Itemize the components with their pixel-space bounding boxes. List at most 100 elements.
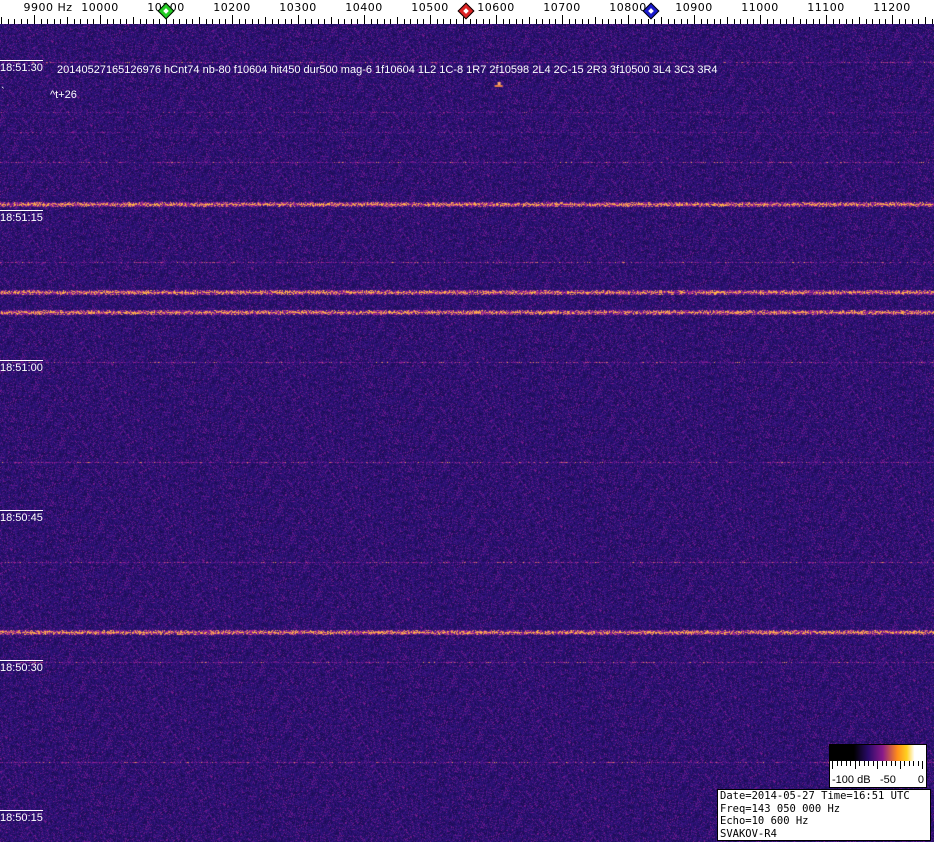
frequency-tick xyxy=(470,19,471,24)
frequency-label: 11000 xyxy=(741,1,779,14)
frequency-tick xyxy=(100,15,101,24)
info-box: Date=2014-05-27 Time=16:51 UTC Freq=143 … xyxy=(717,789,931,841)
frequency-tick xyxy=(311,19,312,24)
frequency-tick xyxy=(390,19,391,24)
frequency-tick xyxy=(747,19,748,24)
frequency-tick xyxy=(925,17,926,24)
frequency-label: 11100 xyxy=(807,1,845,14)
frequency-tick xyxy=(727,17,728,24)
frequency-marker[interactable] xyxy=(457,2,475,20)
frequency-tick xyxy=(555,19,556,24)
colorbar-tick xyxy=(899,761,901,769)
frequency-tick xyxy=(819,19,820,24)
colorbar-gradient xyxy=(830,745,926,761)
frequency-tick xyxy=(635,19,636,24)
frequency-label: 10000 xyxy=(81,1,119,14)
frequency-tick xyxy=(318,19,319,24)
frequency-tick xyxy=(371,19,372,24)
frequency-tick xyxy=(932,19,933,24)
colorbar-tick xyxy=(868,761,869,766)
frequency-tick xyxy=(67,17,68,24)
colorbar-tick xyxy=(917,761,919,766)
frequency-tick xyxy=(285,19,286,24)
frequency-tick xyxy=(212,19,213,24)
frequency-tick xyxy=(80,19,81,24)
frequency-tick xyxy=(885,19,886,24)
frequency-tick xyxy=(384,19,385,24)
colorbar-tick xyxy=(845,761,847,766)
date-time: Date=2014-05-27 Time=16:51 UTC xyxy=(720,790,910,802)
colorbar-tick xyxy=(877,761,878,769)
frequency-tick xyxy=(14,19,15,24)
frequency-tick xyxy=(793,17,794,24)
frequency-tick xyxy=(661,17,662,24)
frequency-tick xyxy=(575,19,576,24)
colorbar-tick xyxy=(832,761,833,769)
frequency-tick xyxy=(120,19,121,24)
frequency-tick xyxy=(351,19,352,24)
frequency-tick xyxy=(569,19,570,24)
frequency-tick xyxy=(206,19,207,24)
frequency-tick xyxy=(740,19,741,24)
frequency-tick xyxy=(423,19,424,24)
frequency-tick xyxy=(628,15,629,24)
waterfall-spectrogram xyxy=(0,24,934,842)
frequency-tick xyxy=(265,17,266,24)
frequency-tick xyxy=(219,19,220,24)
frequency-tick xyxy=(714,19,715,24)
time-label: 18:51:30 xyxy=(0,60,43,74)
frequency-tick xyxy=(199,17,200,24)
frequency-tick xyxy=(549,19,550,24)
frequency-tick xyxy=(377,19,378,24)
frequency-tick xyxy=(648,19,649,24)
frequency-tick xyxy=(734,19,735,24)
frequency-tick xyxy=(140,19,141,24)
frequency-tick xyxy=(417,19,418,24)
frequency-tick xyxy=(899,19,900,24)
time-label: 18:51:00 xyxy=(0,360,43,374)
frequency-tick xyxy=(701,19,702,24)
colorbar-tick xyxy=(913,761,914,766)
frequency-tick xyxy=(839,19,840,24)
frequency-tick xyxy=(621,19,622,24)
time-label: 18:50:30 xyxy=(0,660,43,674)
frequency-tick xyxy=(687,19,688,24)
frequency-tick xyxy=(892,15,893,24)
frequency-tick xyxy=(245,19,246,24)
frequency-tick xyxy=(173,19,174,24)
frequency-tick xyxy=(239,19,240,24)
frequency-tick xyxy=(34,15,35,24)
colorbar-label-mid: -50 xyxy=(880,774,896,786)
frequency-tick xyxy=(456,19,457,24)
frequency-tick xyxy=(826,15,827,24)
frequency-tick xyxy=(509,19,510,24)
frequency-tick xyxy=(602,19,603,24)
frequency-tick xyxy=(397,17,398,24)
frequency-tick xyxy=(489,19,490,24)
frequency-tick xyxy=(179,19,180,24)
frequency-label: 10700 xyxy=(543,1,581,14)
frequency-tick xyxy=(800,19,801,24)
frequency-ruler: 9900 Hz100001010010200103001040010500106… xyxy=(0,0,934,24)
frequency-tick xyxy=(529,17,530,24)
frequency-tick xyxy=(707,19,708,24)
colorbar-label-min: -100 dB xyxy=(832,774,871,786)
frequency-tick xyxy=(813,19,814,24)
frequency-tick xyxy=(225,19,226,24)
frequency-tick xyxy=(654,19,655,24)
frequency-tick xyxy=(582,19,583,24)
frequency-tick xyxy=(859,17,860,24)
echo-frequency: Echo=10 600 Hz xyxy=(720,815,809,827)
time-label: 18:50:45 xyxy=(0,510,43,524)
colorbar-tick xyxy=(836,761,838,766)
frequency-tick xyxy=(503,19,504,24)
frequency-tick xyxy=(305,19,306,24)
colorbar: -100 dB -50 0 xyxy=(829,744,927,788)
frequency-tick xyxy=(47,19,48,24)
frequency-tick xyxy=(410,19,411,24)
time-label: 18:51:15 xyxy=(0,210,43,224)
frequency-tick xyxy=(252,19,253,24)
frequency: Freq=143 050 000 Hz xyxy=(720,802,841,815)
frequency-tick xyxy=(291,19,292,24)
frequency-tick xyxy=(107,19,108,24)
